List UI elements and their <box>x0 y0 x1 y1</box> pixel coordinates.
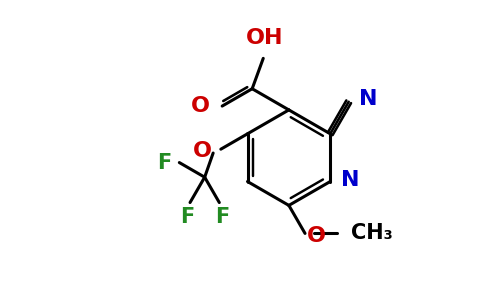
Text: O: O <box>191 96 210 116</box>
Text: OH: OH <box>246 28 284 48</box>
Text: O: O <box>306 226 326 247</box>
Text: F: F <box>157 153 172 172</box>
Text: N: N <box>360 89 378 109</box>
Text: CH₃: CH₃ <box>351 224 393 243</box>
Text: F: F <box>215 207 229 227</box>
Text: F: F <box>180 207 194 227</box>
Text: O: O <box>193 141 212 161</box>
Text: N: N <box>341 170 360 190</box>
